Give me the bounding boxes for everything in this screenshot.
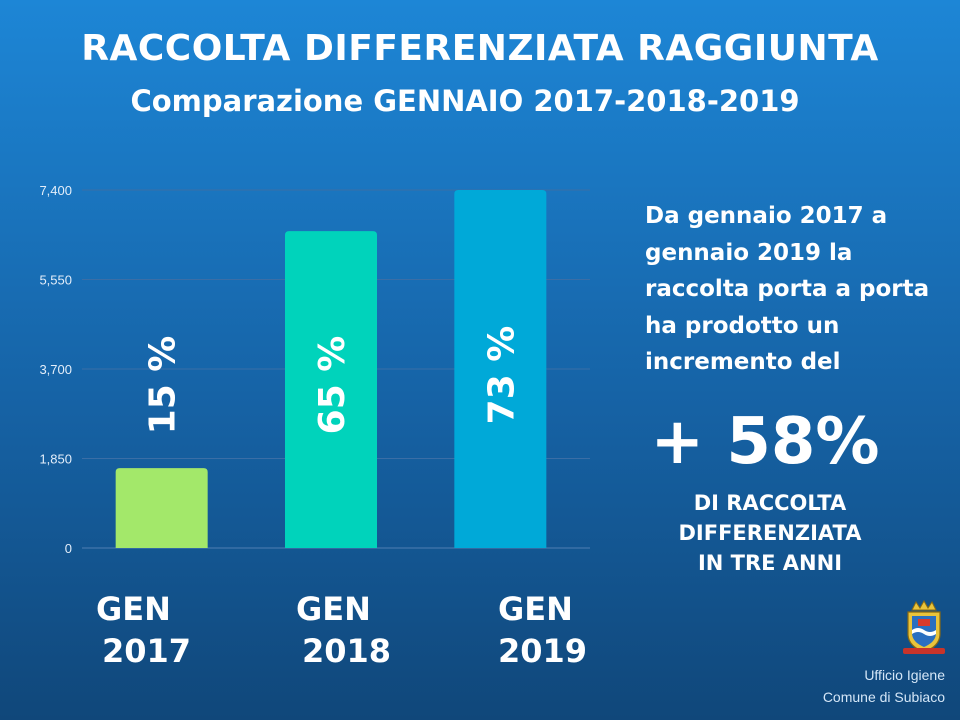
x-label-2017-month: GEN [96, 590, 171, 628]
y-tick-label: 7,400 [39, 183, 72, 198]
caption-line-1: DI RACCOLTA [693, 491, 847, 515]
bar-data-label: 73 % [481, 326, 522, 425]
page-subtitle: Comparazione GENNAIO 2017-2018-2019 [130, 84, 800, 118]
increment-value: + 58% [650, 405, 880, 479]
office-credit: Ufficio Igiene Comune di Subiaco [823, 664, 945, 708]
y-tick-label: 5,550 [39, 273, 72, 288]
x-label-2018-month: GEN [296, 590, 371, 628]
x-label-2017-year: 2017 [102, 632, 192, 670]
coat-of-arms-icon [903, 600, 945, 654]
bar [285, 231, 377, 548]
y-tick-label: 0 [65, 541, 72, 556]
x-label-2019-year: 2019 [498, 632, 588, 670]
x-label-2018: GEN 2018 [296, 588, 391, 672]
caption-line-3: IN TRE ANNI [697, 551, 843, 575]
x-label-2017: GEN 2017 [96, 588, 191, 672]
x-label-2018-year: 2018 [302, 632, 392, 670]
summary-text: Da gennaio 2017 a gennaio 2019 la raccol… [645, 203, 930, 375]
y-tick-label: 3,700 [39, 362, 72, 377]
x-label-2019-month: GEN [498, 590, 573, 628]
office-name: Ufficio Igiene [864, 667, 945, 683]
bar-data-label: 15 % [143, 336, 184, 435]
y-tick-label: 1,850 [39, 452, 72, 467]
bar [454, 190, 547, 548]
bar-chart: 0 1,850 3,700 5,550 7,400 15 % 65 % 73 % [39, 183, 590, 556]
page-title: RACCOLTA DIFFERENZIATA RAGGIUNTA [81, 28, 879, 69]
caption-line-2: DIFFERENZIATA [678, 521, 862, 545]
increment-caption: DI RACCOLTA DIFFERENZIATA IN TRE ANNI [620, 488, 920, 578]
x-label-2019: GEN 2019 [498, 588, 587, 672]
municipality-name: Comune di Subiaco [822, 689, 945, 705]
bar-data-label: 65 % [312, 336, 353, 435]
bar [115, 468, 208, 548]
